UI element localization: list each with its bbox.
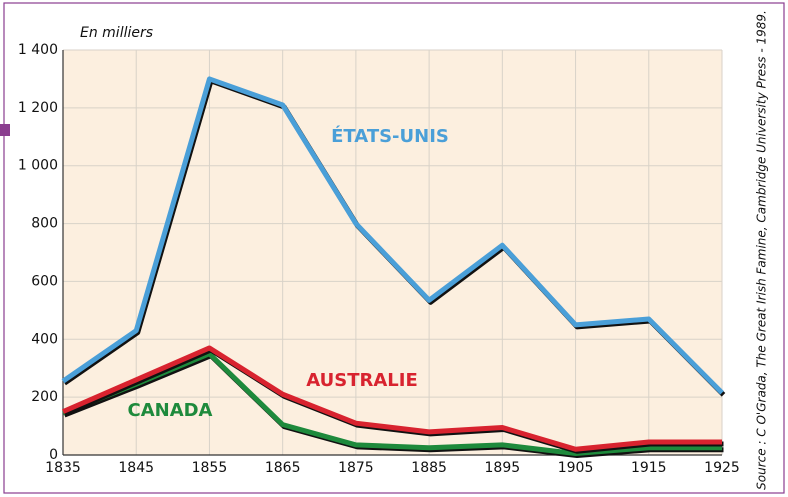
corner-tab xyxy=(0,124,10,136)
x-tick-label: 1835 xyxy=(45,460,81,476)
series-line xyxy=(61,76,724,395)
series-label: AUSTRALIE xyxy=(306,370,418,391)
series-label: CANADA xyxy=(127,400,212,421)
y-tick-label: 1 000 xyxy=(18,158,58,174)
series-line xyxy=(62,345,722,452)
x-tick-label: 1925 xyxy=(704,460,740,476)
y-axis-label: En milliers xyxy=(80,25,153,41)
y-tick-label: 200 xyxy=(31,389,58,405)
y-tick-label: 600 xyxy=(31,273,58,289)
y-tick-label: 1 200 xyxy=(18,100,58,116)
y-tick-label: 0 xyxy=(49,447,58,463)
plot-area xyxy=(63,50,722,455)
y-tick-label: 1 400 xyxy=(18,42,58,58)
x-tick-label: 1885 xyxy=(411,460,447,476)
x-tick-label: 1895 xyxy=(485,460,521,476)
x-tick-label: 1845 xyxy=(118,460,154,476)
y-tick-label: 400 xyxy=(31,331,58,347)
x-tick-label: 1915 xyxy=(631,460,667,476)
x-tick-label: 1865 xyxy=(265,460,301,476)
x-tick-label: 1855 xyxy=(192,460,228,476)
y-tick-label: 800 xyxy=(31,216,58,232)
source: Source : C O'Grada, The Great Irish Fami… xyxy=(755,10,769,490)
series-label: ÉTATS-UNIS xyxy=(331,125,449,147)
x-tick-label: 1875 xyxy=(338,460,374,476)
frame xyxy=(3,2,785,494)
x-tick-label: 1905 xyxy=(558,460,594,476)
